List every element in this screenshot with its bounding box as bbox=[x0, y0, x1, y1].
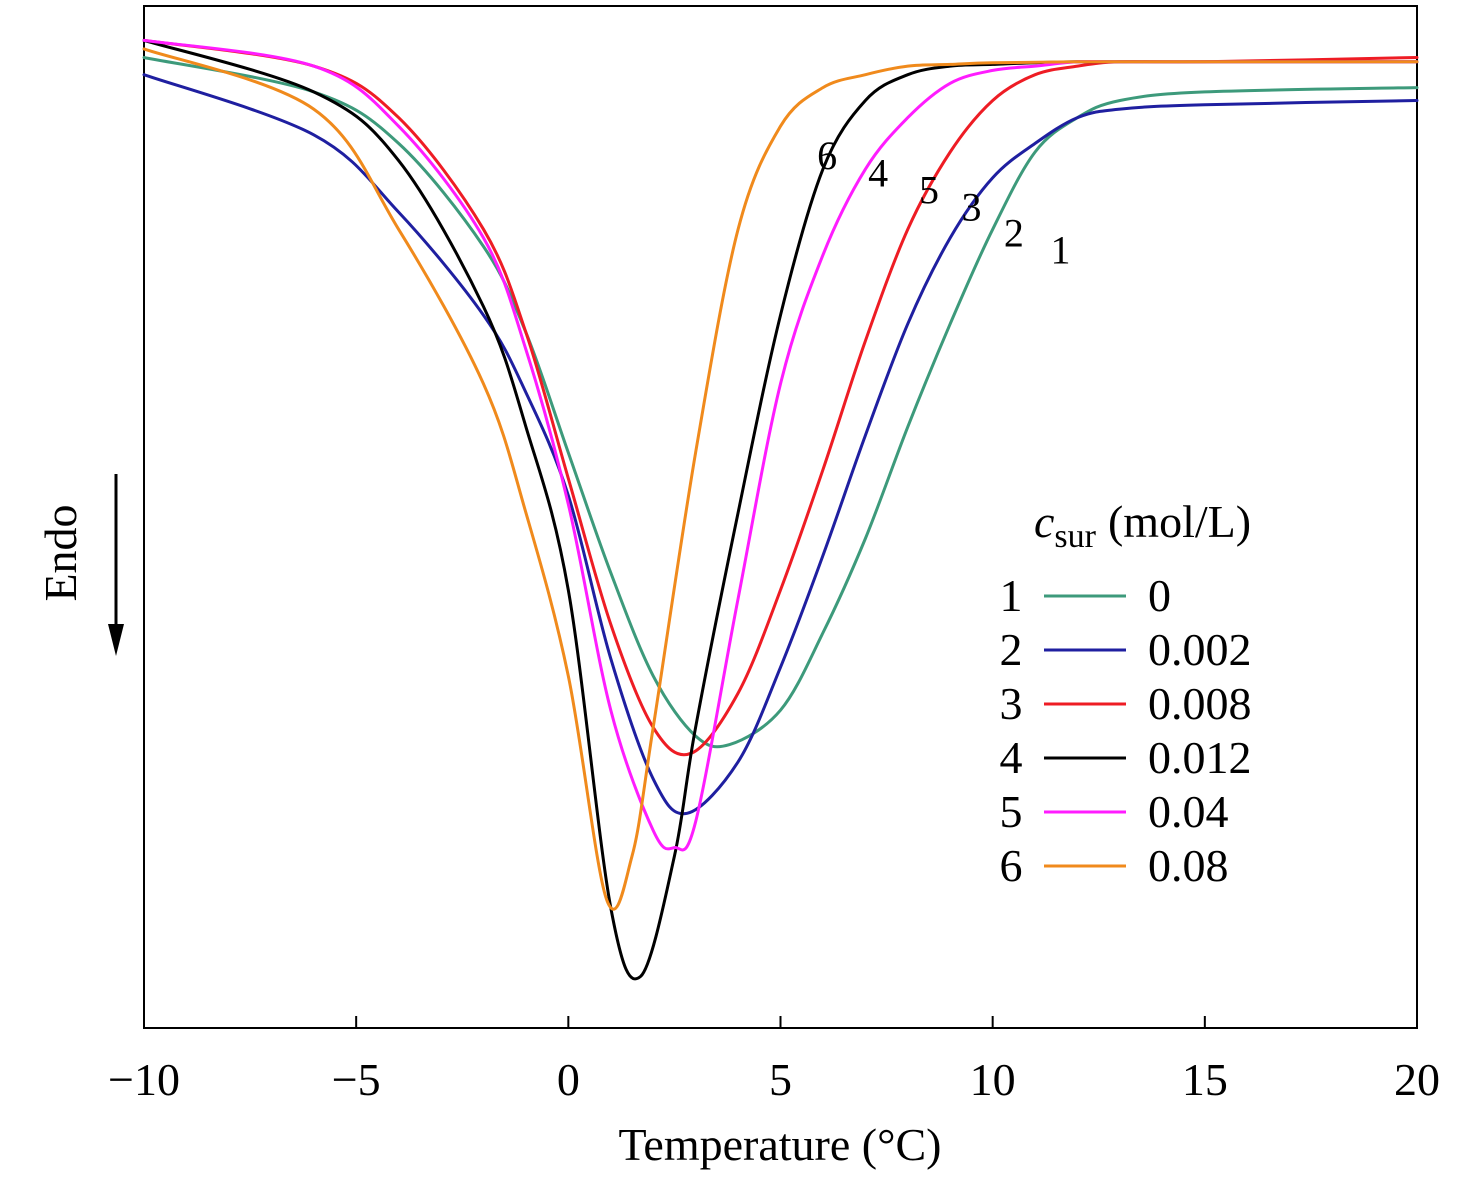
series-line-2 bbox=[142, 73, 1419, 816]
curve-label-5: 5 bbox=[919, 168, 939, 213]
legend-number-3: 3 bbox=[1000, 678, 1023, 729]
curve-label-3: 3 bbox=[961, 185, 981, 230]
curve-label-4: 4 bbox=[868, 150, 888, 195]
legend-value-5: 0.04 bbox=[1148, 786, 1229, 837]
legend-title: csur (mol/L) bbox=[1034, 496, 1251, 555]
legend-value-1: 0 bbox=[1148, 570, 1171, 621]
y-axis-title: Endo bbox=[35, 504, 86, 601]
x-tick-label: −10 bbox=[108, 1054, 180, 1105]
legend-title-unit: (mol/L) bbox=[1108, 496, 1251, 547]
series-line-6 bbox=[142, 47, 1419, 911]
legend-number-5: 5 bbox=[1000, 786, 1023, 837]
curves bbox=[142, 38, 1419, 981]
x-tick-label: 20 bbox=[1394, 1054, 1440, 1105]
legend-number-4: 4 bbox=[1000, 732, 1023, 783]
endo-arrow-head bbox=[108, 624, 124, 656]
series-line-5 bbox=[142, 38, 1419, 852]
x-tick-label: 5 bbox=[769, 1054, 792, 1105]
legend-title-sub: sur bbox=[1054, 518, 1096, 555]
series-line-3 bbox=[142, 38, 1419, 757]
x-tick-label: 10 bbox=[970, 1054, 1016, 1105]
x-tick-label: 0 bbox=[557, 1054, 580, 1105]
legend-items: 1 0 2 0.002 3 0.008 4 0.012 5 0.04 6 0.08 bbox=[1000, 570, 1252, 891]
legend: csur (mol/L) 1 0 2 0.002 3 0.008 4 0.012 5 0.04 6 0.… bbox=[1000, 496, 1252, 891]
x-tick-label: 15 bbox=[1182, 1054, 1228, 1105]
curve-label-2: 2 bbox=[1004, 210, 1024, 255]
legend-number-1: 1 bbox=[1000, 570, 1023, 621]
curve-label-6: 6 bbox=[817, 133, 837, 178]
x-axis-ticks: −10 −5 0 5 10 15 20 bbox=[108, 1016, 1440, 1105]
legend-value-6: 0.08 bbox=[1148, 840, 1229, 891]
curve-label-1: 1 bbox=[1051, 228, 1071, 273]
legend-value-4: 0.012 bbox=[1148, 732, 1252, 783]
legend-value-2: 0.002 bbox=[1148, 624, 1252, 675]
legend-number-6: 6 bbox=[1000, 840, 1023, 891]
legend-number-2: 2 bbox=[1000, 624, 1023, 675]
x-tick-label: −5 bbox=[332, 1054, 381, 1105]
curve-number-labels: 6 4 5 32 1 bbox=[817, 133, 1070, 272]
x-axis-title: Temperature (°C) bbox=[619, 1119, 942, 1170]
legend-title-main: c bbox=[1034, 496, 1054, 547]
legend-value-3: 0.008 bbox=[1148, 678, 1252, 729]
